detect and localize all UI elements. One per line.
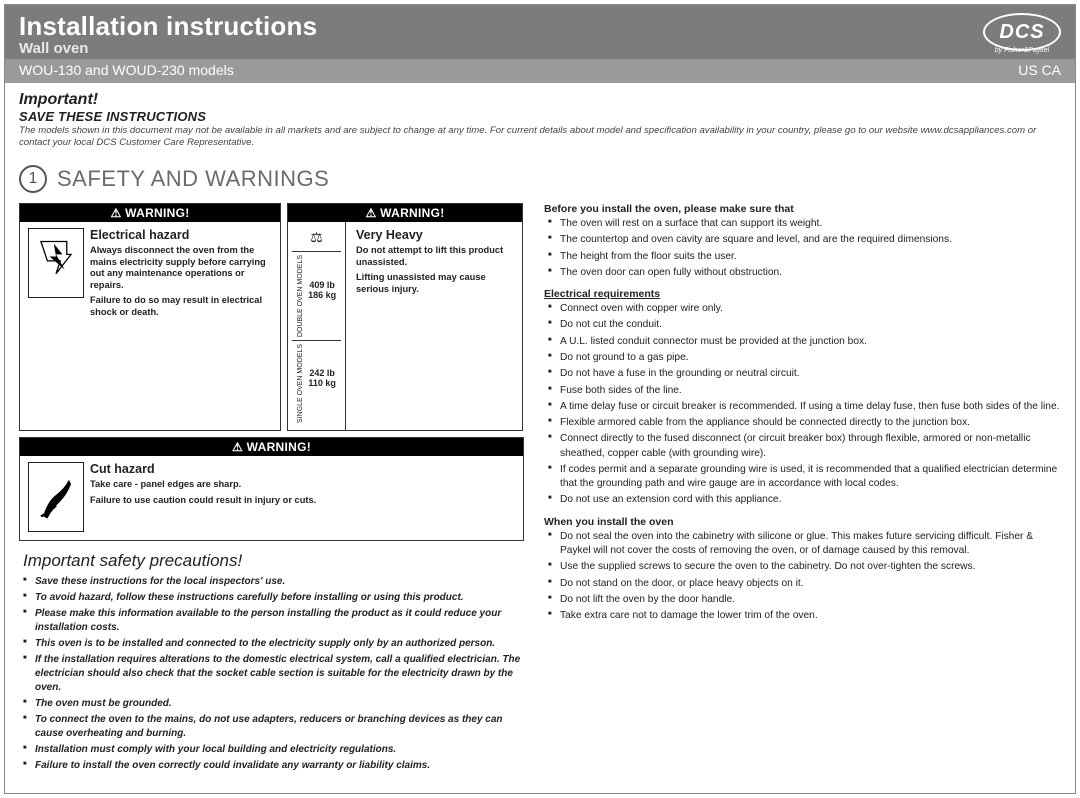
list-item: To connect the oven to the mains, do not… xyxy=(35,713,524,741)
list-item: A time delay fuse or circuit breaker is … xyxy=(560,400,1061,414)
section-title: SAFETY AND WARNINGS xyxy=(57,166,329,192)
list-item: The countertop and oven cavity are squar… xyxy=(560,233,1061,247)
double-label: DOUBLE OVEN MODELS xyxy=(297,255,304,337)
double-weight: 409 lb 186 kg xyxy=(308,281,336,301)
warning-label: WARNING! xyxy=(288,204,522,222)
list-item: Do not lift the oven by the door handle. xyxy=(560,593,1061,607)
list-item: Do not stand on the door, or place heavy… xyxy=(560,577,1061,591)
list-item: Connect directly to the fused disconnect… xyxy=(560,432,1061,461)
weight-table: ⚖ DOUBLE OVEN MODELS 409 lb 186 kg SINGL… xyxy=(288,222,346,430)
before-title: Before you install the oven, please make… xyxy=(544,203,1061,215)
list-item: Save these instructions for the local in… xyxy=(35,575,524,589)
list-item: If codes permit and a separate grounding… xyxy=(560,463,1061,492)
list-item: Do not cut the conduit. xyxy=(560,318,1061,332)
list-item: If the installation requires alterations… xyxy=(35,653,524,695)
brand-logo: DCS by Fisher&Paykel xyxy=(983,13,1061,54)
model-text: WOU-130 and WOUD-230 models xyxy=(19,62,234,78)
single-weight: 242 lb 110 kg xyxy=(308,369,336,389)
list-item: Do not use an extension cord with this a… xyxy=(560,493,1061,507)
single-label: SINGLE OVEN MODELS xyxy=(297,344,304,423)
list-item: Please make this information available t… xyxy=(35,607,524,635)
list-item: The oven must be grounded. xyxy=(35,697,524,711)
list-item: Take extra care not to damage the lower … xyxy=(560,609,1061,623)
cut-title: Cut hazard xyxy=(90,462,316,476)
list-item: Installation must comply with your local… xyxy=(35,743,524,757)
list-item: Do not ground to a gas pipe. xyxy=(560,351,1061,365)
electrical-p2: Failure to do so may result in electrica… xyxy=(90,295,272,318)
section-number: 1 xyxy=(19,165,47,193)
doc-title: Installation instructions xyxy=(19,11,1061,42)
right-column: Before you install the oven, please make… xyxy=(544,203,1061,775)
electric-hazard-icon xyxy=(28,228,84,298)
save-instructions: SAVE THESE INSTRUCTIONS xyxy=(19,109,1061,124)
heavy-p2: Lifting unassisted may cause serious inj… xyxy=(356,272,514,295)
list-item: The height from the floor suits the user… xyxy=(560,250,1061,264)
when-list: Do not seal the oven into the cabinetry … xyxy=(544,530,1061,624)
list-item: A U.L. listed conduit connector must be … xyxy=(560,335,1061,349)
heavy-title: Very Heavy xyxy=(356,228,514,242)
list-item: Connect oven with copper wire only. xyxy=(560,302,1061,316)
list-item: Do not seal the oven into the cabinetry … xyxy=(560,530,1061,559)
body: Important! SAVE THESE INSTRUCTIONS The m… xyxy=(5,83,1075,793)
logo-text: DCS xyxy=(983,13,1061,51)
doc-subtitle: Wall oven xyxy=(19,40,1061,57)
left-column: WARNING! Electrical hazard Always discon… xyxy=(19,203,524,775)
warning-electrical: WARNING! Electrical hazard Always discon… xyxy=(19,203,281,431)
cut-p1: Take care - panel edges are sharp. xyxy=(90,479,316,491)
list-item: This oven is to be installed and connect… xyxy=(35,637,524,651)
logo-tagline: by Fisher&Paykel xyxy=(983,47,1061,54)
electrical-p1: Always disconnect the oven from the main… xyxy=(90,245,272,291)
header-bar: Installation instructions Wall oven DCS … xyxy=(5,5,1075,59)
fine-print: The models shown in this document may no… xyxy=(19,125,1061,149)
list-item: The oven door can open fully without obs… xyxy=(560,266,1061,280)
list-item: Flexible armored cable from the applianc… xyxy=(560,416,1061,430)
list-item: The oven will rest on a surface that can… xyxy=(560,217,1061,231)
list-item: Use the supplied screws to secure the ov… xyxy=(560,560,1061,574)
list-item: Do not have a fuse in the grounding or n… xyxy=(560,367,1061,381)
important-label: Important! xyxy=(19,91,1061,109)
cut-p2: Failure to use caution could result in i… xyxy=(90,495,316,507)
header-subbar: WOU-130 and WOUD-230 models US CA xyxy=(5,59,1075,83)
list-item: Failure to install the oven correctly co… xyxy=(35,759,524,773)
before-list: The oven will rest on a surface that can… xyxy=(544,217,1061,280)
electrical-title: Electrical hazard xyxy=(90,228,272,242)
weight-icon: ⚖ xyxy=(292,229,341,246)
list-item: To avoid hazard, follow these instructio… xyxy=(35,591,524,605)
elec-title: Electrical requirements xyxy=(544,288,1061,300)
heavy-p1: Do not attempt to lift this product unas… xyxy=(356,245,514,268)
section-heading: 1 SAFETY AND WARNINGS xyxy=(19,165,1061,193)
warning-cut: WARNING! Cut hazard Take care - panel ed… xyxy=(19,437,524,541)
when-title: When you install the oven xyxy=(544,516,1061,528)
precautions-list: Save these instructions for the local in… xyxy=(19,575,524,773)
precautions-title: Important safety precautions! xyxy=(23,551,524,571)
cut-hazard-icon xyxy=(28,462,84,532)
list-item: Fuse both sides of the line. xyxy=(560,384,1061,398)
warning-label: WARNING! xyxy=(20,438,523,456)
warning-label: WARNING! xyxy=(20,204,280,222)
warning-heavy: WARNING! ⚖ DOUBLE OVEN MODELS 409 lb 186… xyxy=(287,203,523,431)
region-text: US CA xyxy=(1018,62,1061,78)
elec-list: Connect oven with copper wire only. Do no… xyxy=(544,302,1061,508)
page: Installation instructions Wall oven DCS … xyxy=(4,4,1076,794)
